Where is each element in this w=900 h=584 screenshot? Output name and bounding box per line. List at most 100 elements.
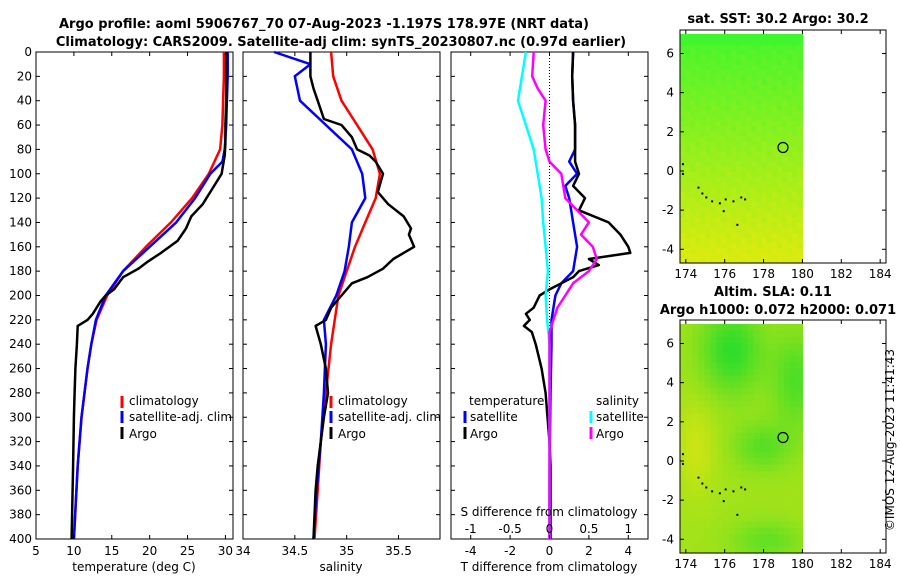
map-cell (796, 483, 804, 490)
map-cell (695, 196, 701, 203)
map-cell (736, 49, 742, 55)
map-cell (704, 444, 712, 452)
map-cell (753, 381, 761, 389)
map-cell (686, 381, 693, 389)
map-cell (731, 201, 737, 208)
map-cell (765, 413, 773, 420)
x-tick-label: 2 (585, 544, 593, 558)
map-x-tick-label: 184 (869, 557, 892, 571)
map-cell (771, 438, 779, 446)
map-cell (710, 362, 718, 370)
map-cell (686, 438, 693, 446)
map-cell (741, 89, 747, 96)
y-tick-label: 280 (9, 386, 32, 400)
map-cell (720, 166, 727, 172)
map-cell (777, 540, 785, 548)
map-cell (710, 406, 718, 414)
map-cell (720, 151, 727, 157)
map-cell (690, 105, 696, 111)
y-tick-label: 80 (17, 142, 32, 156)
map-y-tick-label: 4 (666, 86, 674, 100)
map-cell (751, 191, 758, 198)
map-cell (680, 413, 687, 420)
map-cell (722, 508, 730, 516)
map-cell (700, 242, 707, 249)
map-cell (790, 444, 797, 452)
map-cell (784, 438, 791, 446)
map-cell (782, 186, 788, 193)
map-cell (771, 247, 778, 254)
map-cell (698, 463, 706, 471)
map-cell (766, 181, 773, 188)
map-cell (765, 368, 773, 376)
map-cell (728, 495, 736, 503)
map-cell (756, 59, 763, 66)
map-cell (761, 207, 768, 213)
map-cell (746, 227, 753, 234)
map-cell (746, 145, 753, 152)
map-cell (766, 105, 773, 111)
map-cell (715, 33, 722, 40)
map-cell (796, 374, 804, 382)
map-cell (756, 49, 763, 55)
map-cell (747, 343, 755, 350)
map-cell (771, 74, 778, 81)
map-cell (747, 393, 755, 401)
map-cell (685, 191, 691, 198)
map-cell (735, 470, 742, 478)
map-cell (692, 393, 699, 401)
map-cell (735, 444, 742, 452)
legend-label-satellite: satellite-adj. clim (338, 410, 441, 424)
map-cell (747, 489, 755, 497)
map-cell (690, 135, 696, 142)
map-cell (716, 502, 724, 510)
map-cell (686, 362, 693, 370)
map-cell (695, 207, 701, 213)
map-cell (698, 413, 706, 420)
map-cell (731, 166, 737, 172)
map-cell (720, 79, 727, 86)
map-cell (797, 171, 804, 178)
map-cell (792, 247, 798, 254)
map-cell (705, 181, 712, 188)
map-cell (741, 242, 747, 249)
map-cell (756, 120, 763, 127)
map-cell (756, 130, 763, 137)
map-cell (741, 521, 748, 529)
map-cell (761, 212, 768, 218)
map-cell (725, 191, 732, 198)
map-cell (766, 232, 773, 239)
map-cell (765, 444, 773, 452)
map-cell (751, 39, 758, 45)
map-x-tick-label: 174 (674, 267, 697, 281)
map-cell (685, 130, 691, 137)
map-cell (765, 400, 773, 408)
map-cell (771, 425, 779, 433)
map-cell (746, 69, 753, 76)
map-cell (705, 105, 712, 111)
map-cell (776, 217, 783, 223)
map-x-tick-label: 178 (752, 267, 775, 281)
map-cell (736, 232, 742, 239)
map-cell (792, 191, 798, 198)
x-tick-label: 30 (218, 544, 233, 558)
map-cell (771, 186, 778, 193)
map-cell (725, 89, 732, 96)
legend-title-salinity: salinity (596, 394, 639, 408)
map-cell (736, 74, 742, 81)
map-cell (765, 502, 773, 510)
map-cell (736, 140, 742, 147)
y-tick-label: 100 (9, 167, 32, 181)
map-cell (751, 257, 758, 264)
map-cell (692, 476, 699, 484)
map-cell (710, 457, 718, 465)
map-cell (710, 130, 717, 137)
map-cell (731, 156, 737, 162)
map-cell (680, 546, 687, 554)
map-cell (695, 237, 701, 244)
map-cell (776, 44, 783, 50)
map-cell (741, 368, 748, 376)
map-cell (716, 387, 724, 395)
map-cell (761, 232, 768, 239)
map-cell (792, 135, 798, 142)
